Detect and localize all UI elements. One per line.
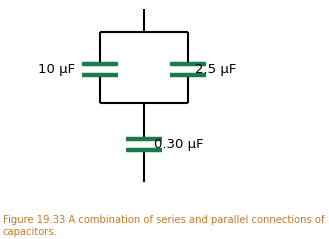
Text: 10 μF: 10 μF [38, 63, 75, 76]
Text: 2.5 μF: 2.5 μF [195, 63, 237, 76]
Text: 0.30 μF: 0.30 μF [154, 138, 204, 151]
Text: Figure 19.33 A combination of series and parallel connections of
capacitors.: Figure 19.33 A combination of series and… [3, 215, 324, 237]
